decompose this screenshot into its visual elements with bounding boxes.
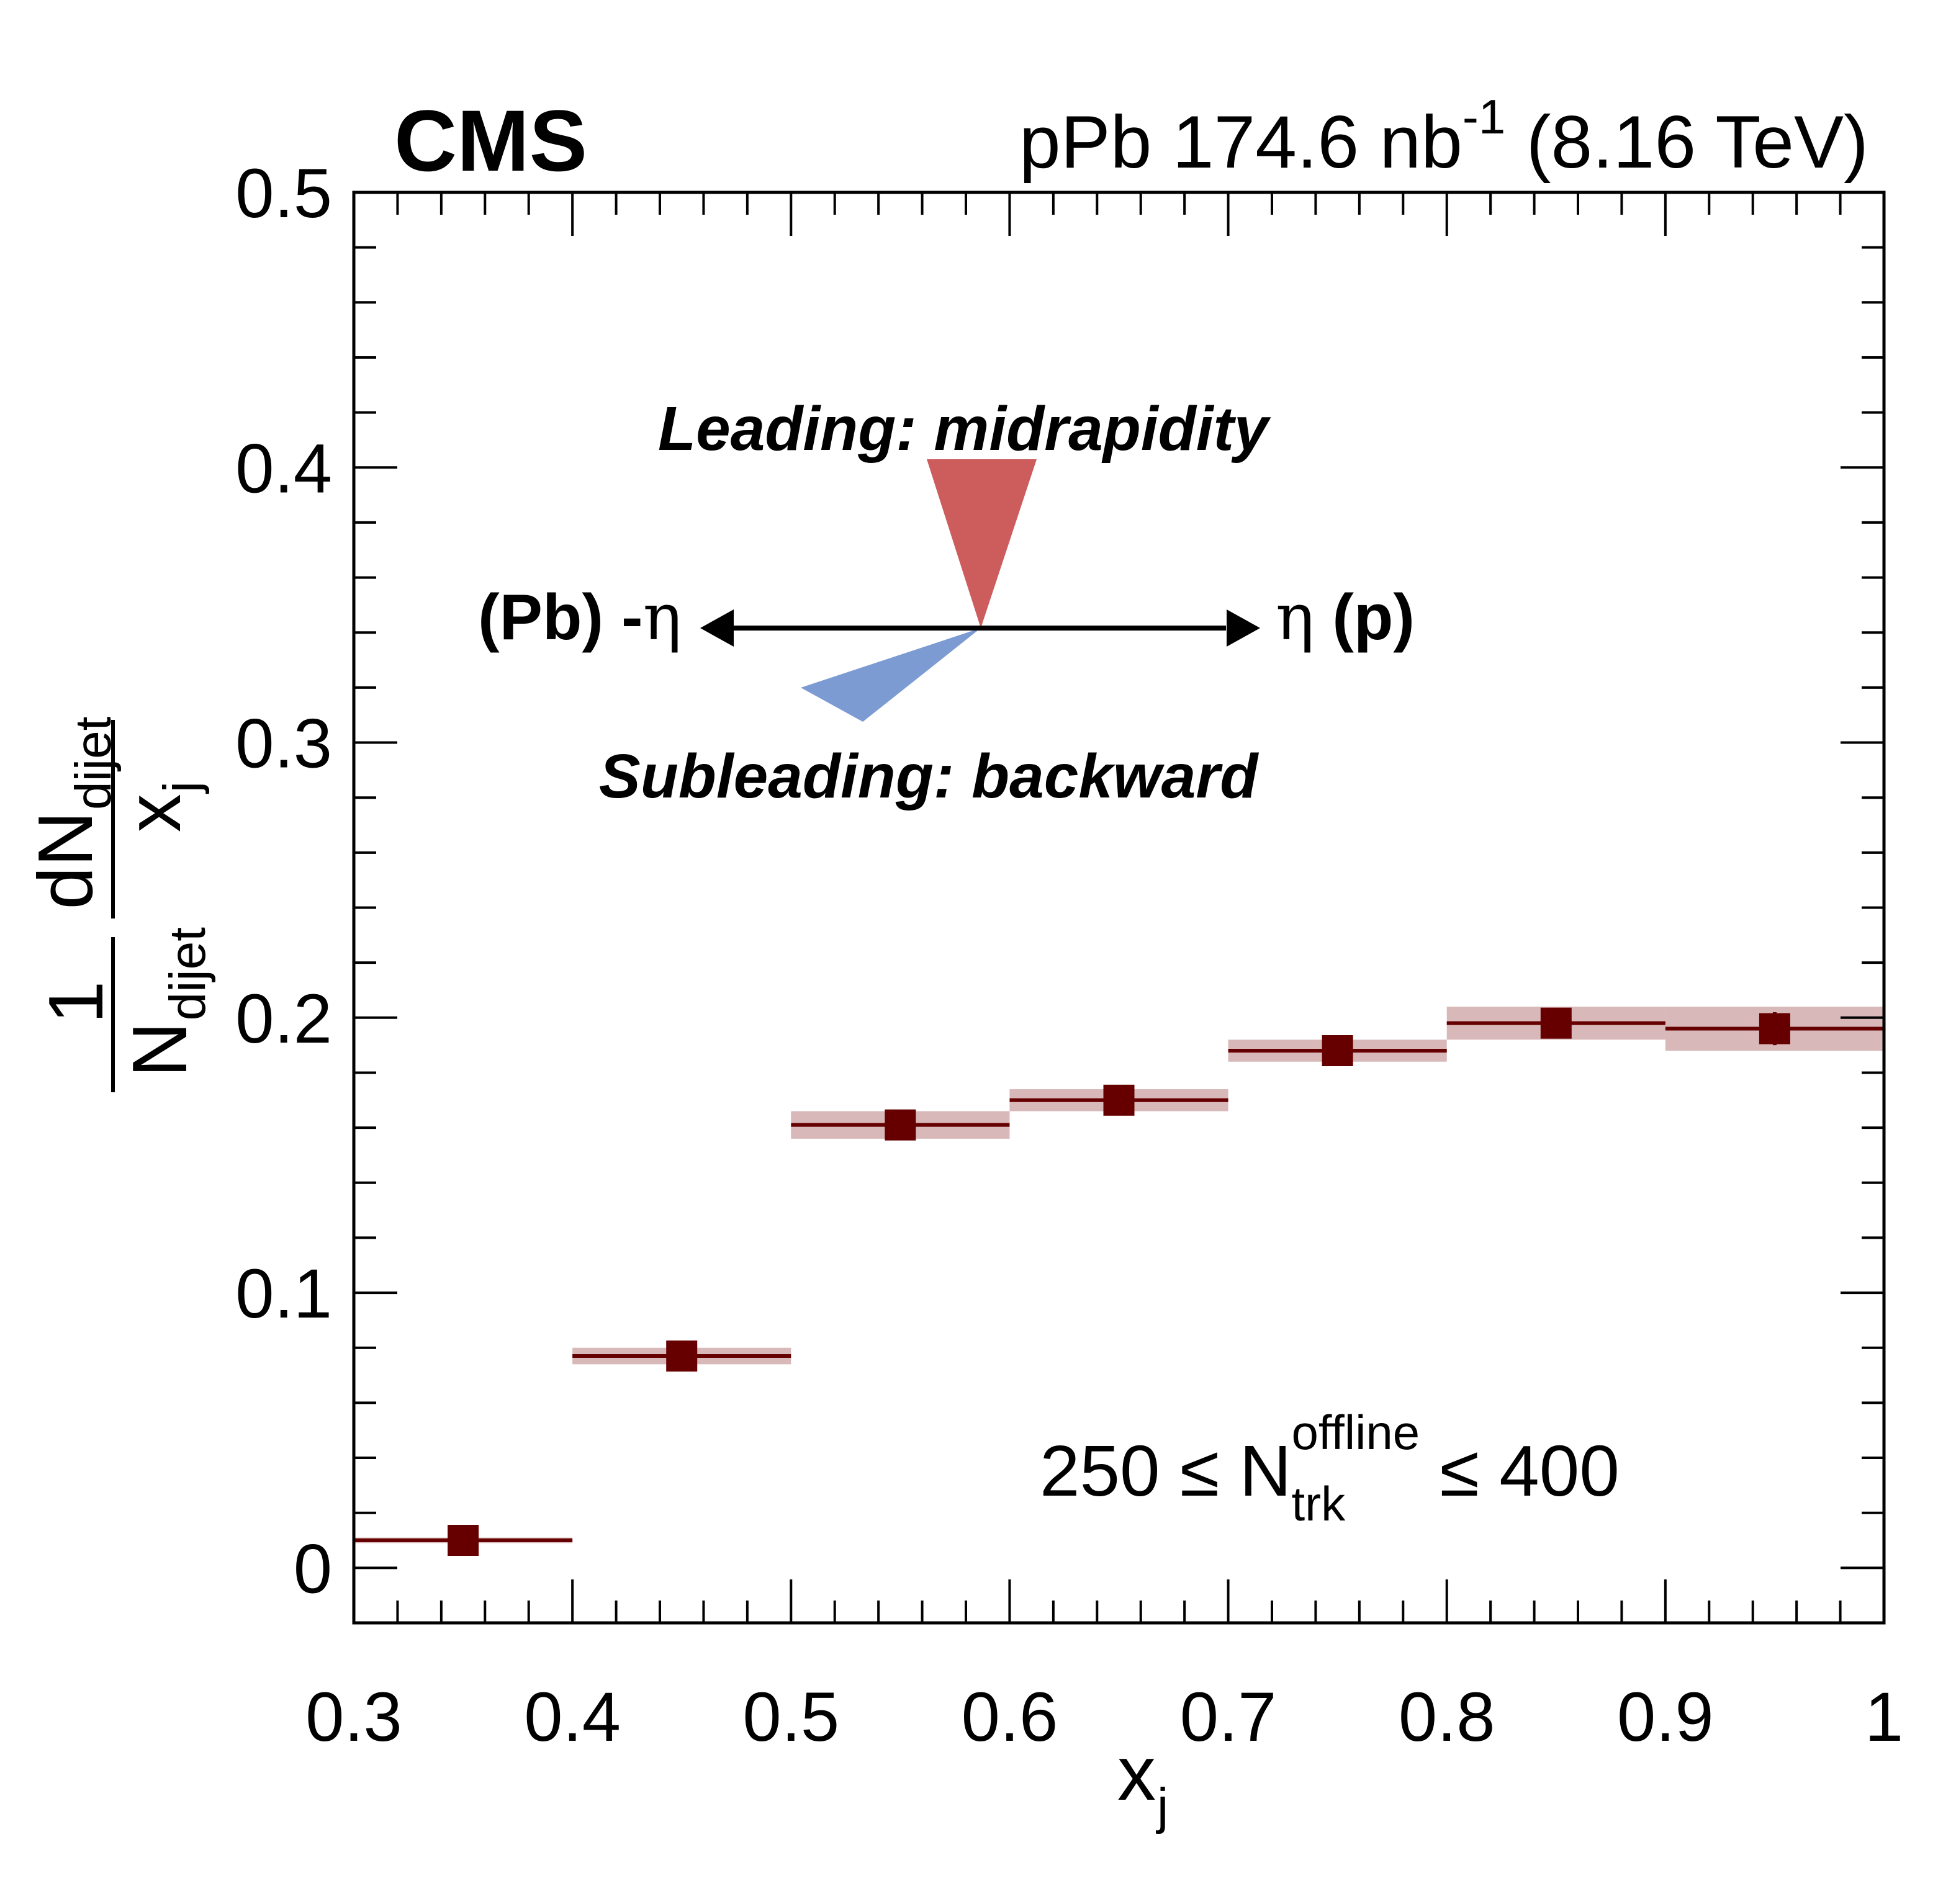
y-tick-label-2: 0.2 (235, 980, 332, 1058)
data-marker-1 (666, 1340, 698, 1372)
x-axis-title: xj (1117, 1731, 1168, 1834)
data-points (354, 1007, 1884, 1556)
selection-label: 250 ≤ Noffline trk ≤ 400 (1040, 1405, 1620, 1531)
data-marker-2 (885, 1109, 916, 1141)
data-marker-4 (1322, 1035, 1353, 1066)
data-marker-0 (448, 1525, 479, 1556)
x-tick-label-7: 1 (1865, 1678, 1903, 1756)
luminosity-label: pPb 174.6 nb-1 (8.16 TeV) (1019, 89, 1868, 184)
y-title-n-dijet: Ndijet (117, 927, 216, 1077)
y-title-one: 1 (34, 981, 119, 1024)
tick-labels: 0.3 0.4 0.5 0.6 0.7 0.8 0.9 1 0 0.1 0.2 0.3 0.4 0.5 (235, 155, 1903, 1756)
leading-jet-cone (927, 459, 1037, 628)
pb-direction-label: (Pb) -η (478, 579, 682, 655)
data-marker-6 (1759, 1013, 1790, 1044)
y-axis-title: 1 Ndijet dNdijet xj (23, 716, 216, 1092)
x-tick-label-6: 0.9 (1617, 1678, 1714, 1756)
y-tick-label-3: 0.3 (235, 705, 332, 783)
x-tick-label-0: 0.3 (305, 1678, 402, 1756)
y-tick-label-1: 0.1 (235, 1255, 332, 1332)
experiment-label: CMS (394, 92, 587, 189)
y-title-dn-dijet: dNdijet (23, 716, 122, 909)
y-tick-label-5: 0.5 (235, 155, 332, 232)
x-tick-label-4: 0.7 (1180, 1678, 1277, 1756)
arrowhead-left-icon (700, 609, 734, 647)
leading-label: Leading: midrapidity (658, 394, 1271, 464)
x-tick-label-2: 0.5 (742, 1678, 839, 1756)
p-direction-label: η (p) (1276, 579, 1415, 655)
x-tick-label-1: 0.4 (524, 1678, 621, 1756)
eta-schematic: Leading: midrapidity (Pb) -η η (p) Suble… (478, 394, 1415, 811)
plot-frame (352, 191, 1886, 1625)
subleading-label: Subleading: backward (599, 742, 1259, 811)
data-marker-5 (1540, 1007, 1572, 1039)
x-tick-label-3: 0.6 (962, 1678, 1058, 1756)
x-tick-label-5: 0.8 (1399, 1678, 1495, 1756)
y-tick-label-4: 0.4 (235, 429, 332, 507)
subleading-jet-cone (801, 628, 981, 722)
data-marker-3 (1103, 1084, 1135, 1116)
y-title-xj: xj (111, 781, 210, 832)
arrowhead-right-icon (1227, 609, 1260, 647)
y-tick-label-0: 0 (294, 1530, 332, 1607)
